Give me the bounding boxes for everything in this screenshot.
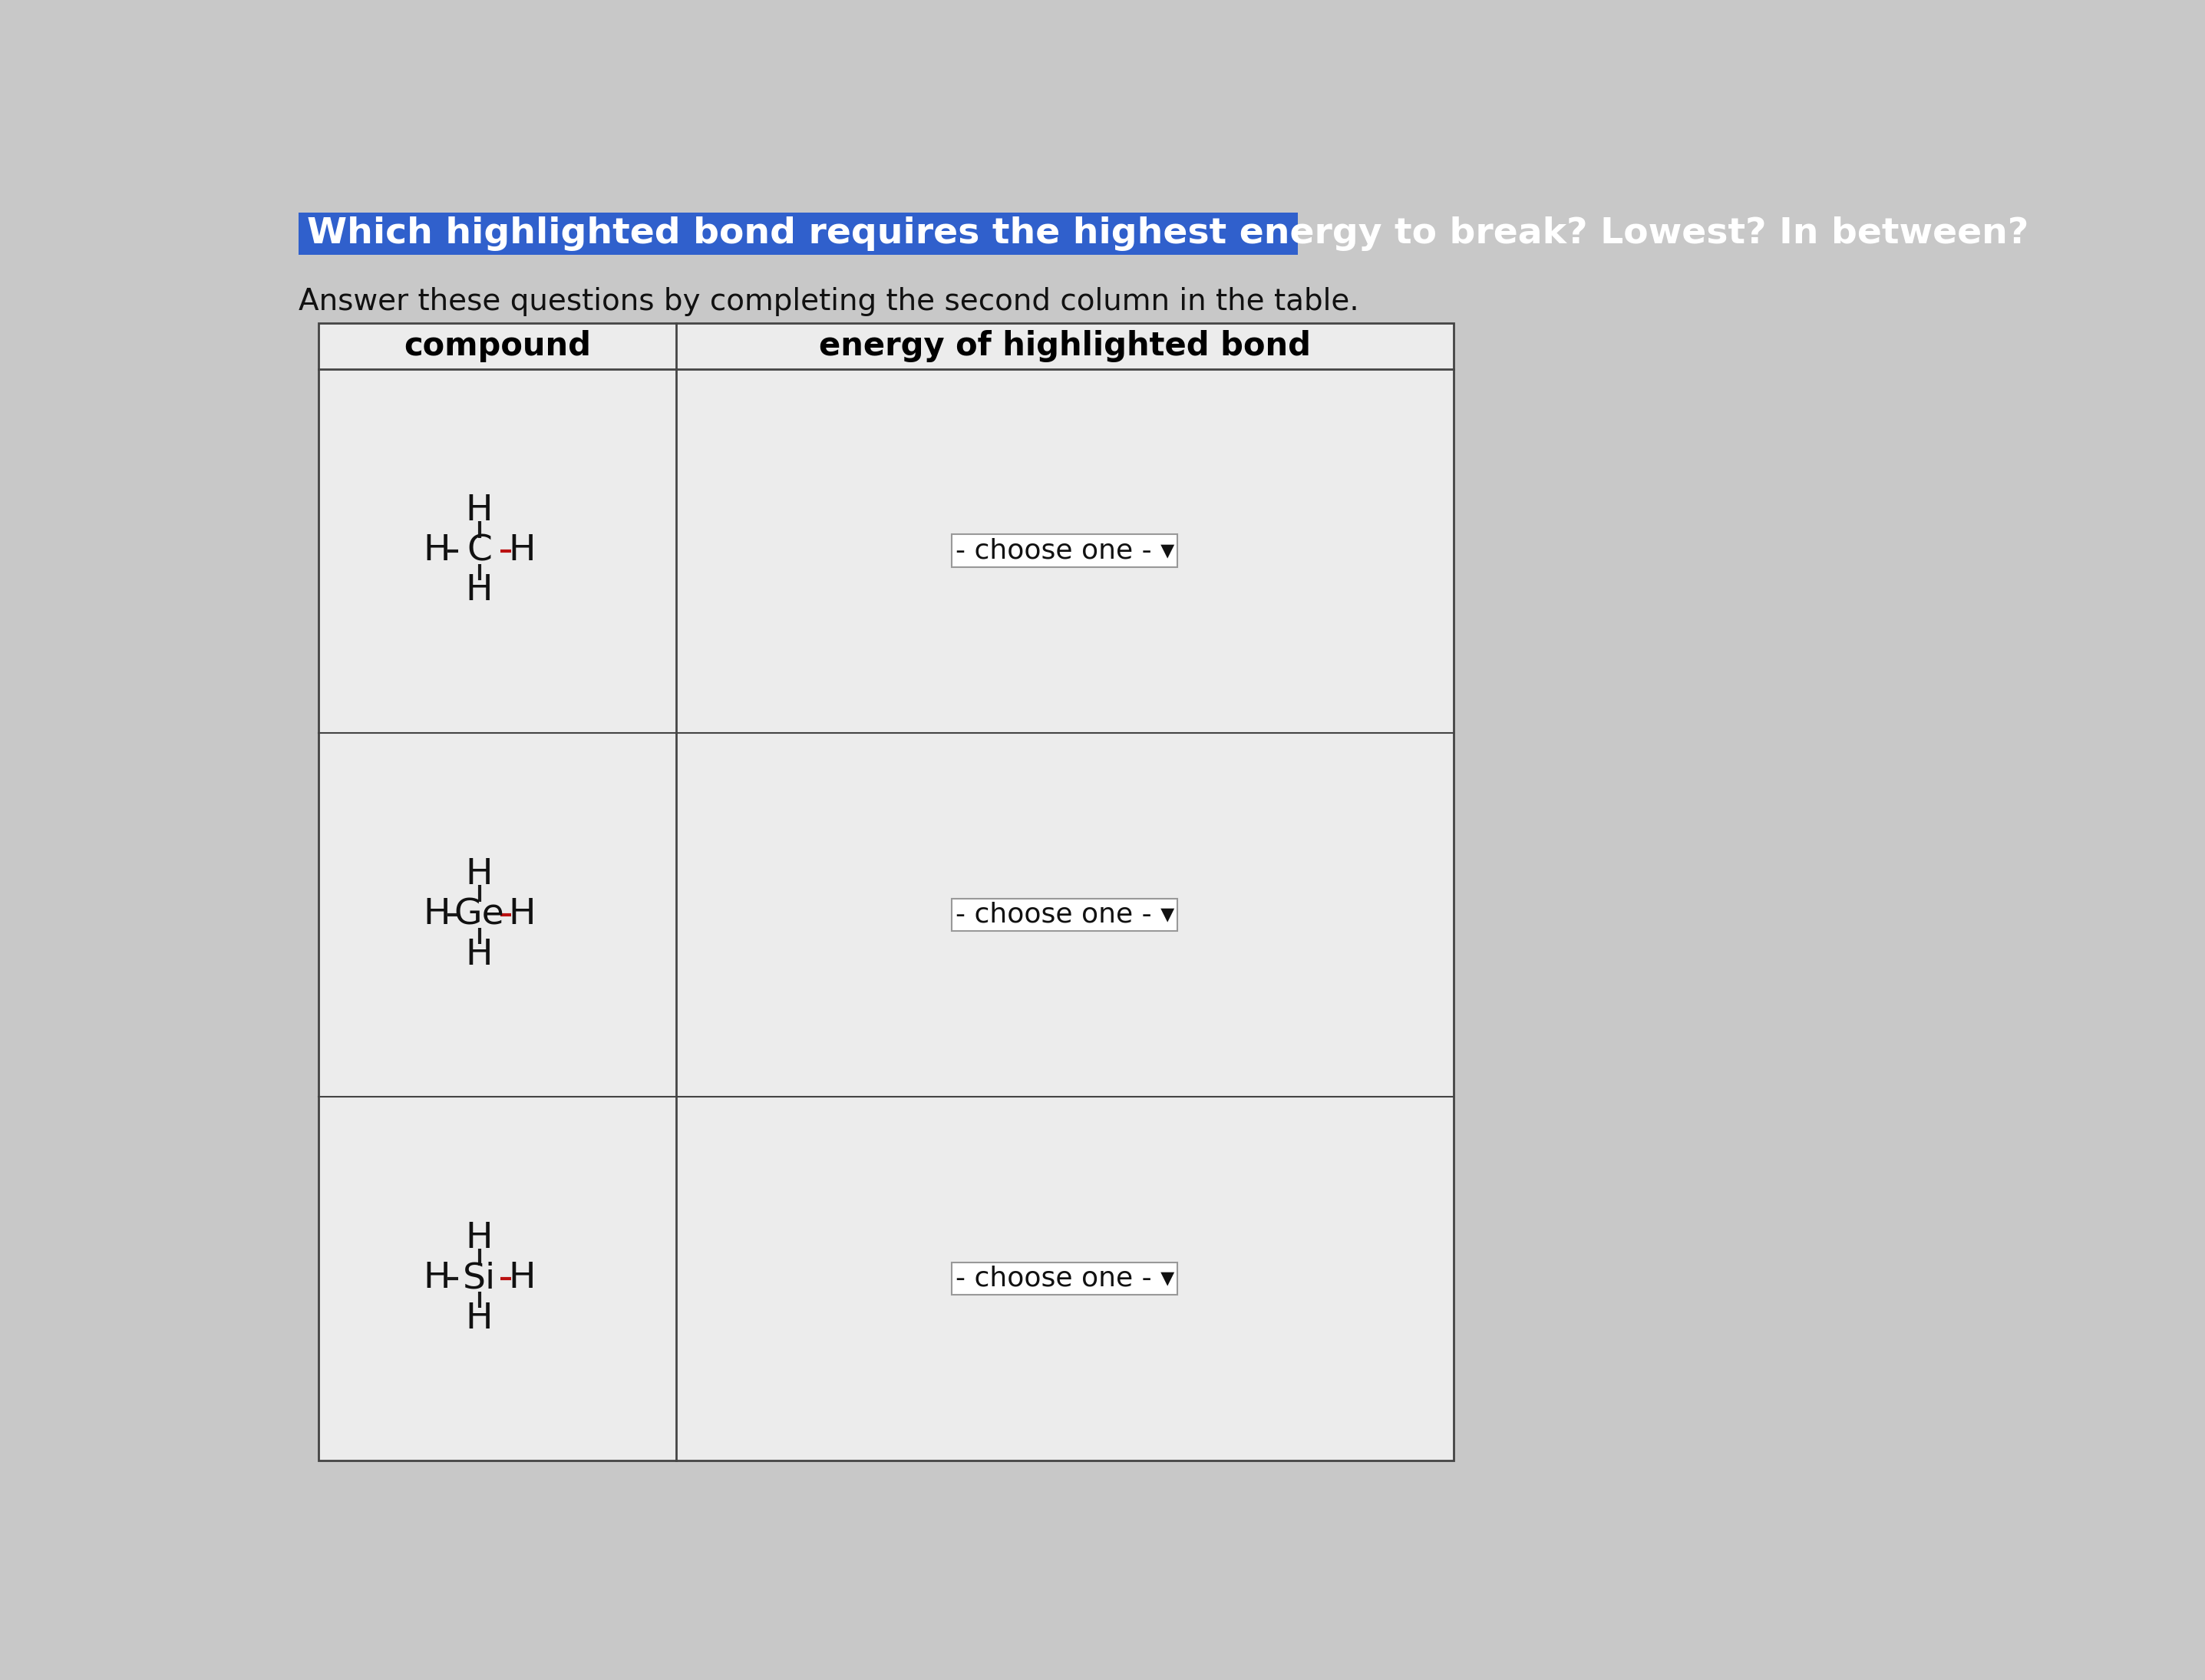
Text: H: H: [465, 937, 494, 973]
Text: compound: compound: [404, 329, 591, 361]
Bar: [318, 323, 1453, 1460]
Bar: [953, 899, 1177, 931]
Text: H: H: [465, 1302, 494, 1336]
Text: - choose one - ▾: - choose one - ▾: [955, 538, 1173, 564]
Text: H: H: [423, 534, 450, 568]
Text: H: H: [509, 1262, 536, 1295]
Text: Ge: Ge: [454, 897, 505, 932]
Text: H: H: [465, 1221, 494, 1255]
Bar: [953, 534, 1177, 568]
Text: H: H: [423, 1262, 450, 1295]
Text: - choose one - ▾: - choose one - ▾: [955, 902, 1173, 927]
Bar: [298, 212, 1297, 255]
Text: H: H: [509, 897, 536, 932]
Text: H: H: [465, 494, 494, 528]
Text: energy of highlighted bond: energy of highlighted bond: [818, 329, 1310, 361]
Text: - choose one - ▾: - choose one - ▾: [955, 1265, 1173, 1292]
Text: Si: Si: [463, 1262, 496, 1295]
Bar: [953, 1262, 1177, 1295]
Text: Answer these questions by completing the second column in the table.: Answer these questions by completing the…: [298, 287, 1358, 316]
Text: C: C: [467, 534, 492, 568]
Text: Which highlighted bond requires the highest energy to break? Lowest? In between?: Which highlighted bond requires the high…: [306, 217, 2029, 250]
Text: H: H: [509, 534, 536, 568]
Text: H: H: [465, 857, 494, 892]
Text: H: H: [423, 897, 450, 932]
Text: H: H: [465, 573, 494, 608]
